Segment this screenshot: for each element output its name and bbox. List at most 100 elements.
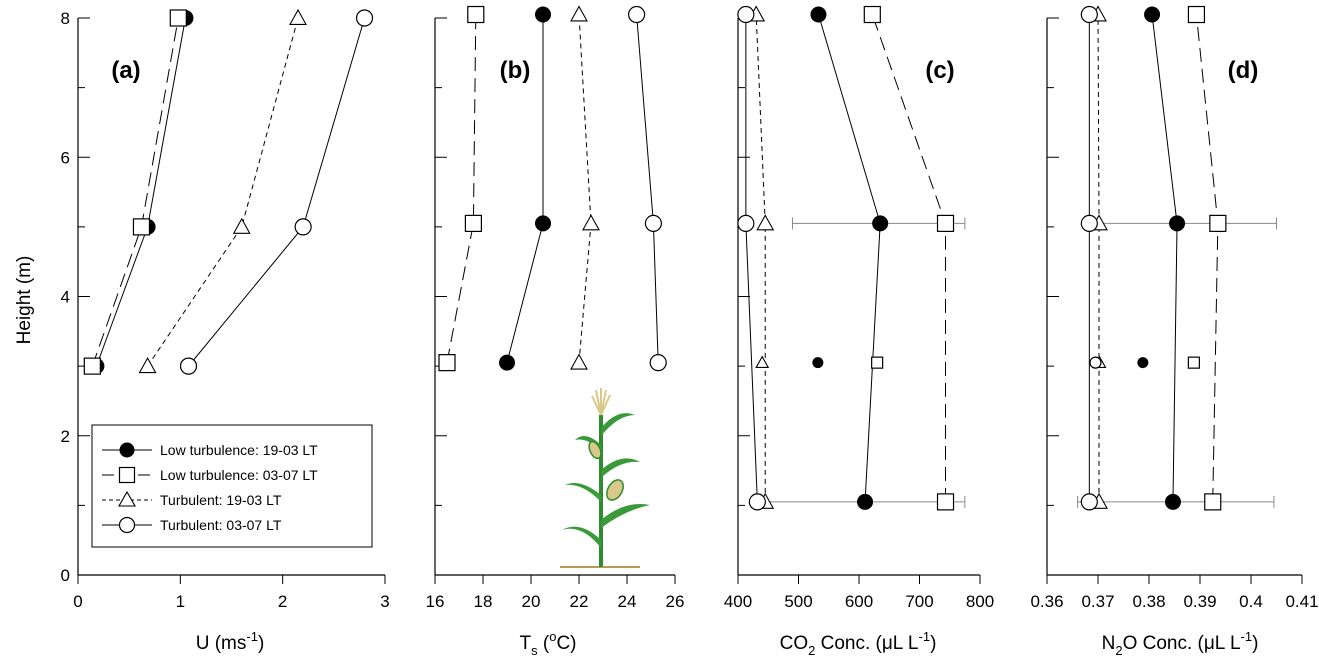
legend-marker-filled-circle [119, 442, 135, 458]
data-point [289, 8, 307, 25]
x-tick-label: 1 [176, 592, 185, 611]
series-line [1195, 14, 1219, 502]
series-line [188, 17, 366, 367]
x-tick-label: 3 [380, 592, 389, 611]
series-line [817, 14, 881, 502]
x-tick-label: 0.4 [1239, 592, 1263, 611]
series-line [636, 14, 659, 363]
maize-ear [606, 479, 624, 501]
x-tick-label: 800 [966, 592, 994, 611]
legend: Low turbulence: 19-03 LT Low turbulence:… [91, 424, 373, 548]
series-line [871, 14, 947, 502]
data-point-unconnected [755, 355, 770, 368]
x-tick-label: 18 [474, 592, 493, 611]
data-point [464, 214, 482, 232]
x-tick-label: 0 [73, 592, 82, 611]
y-tick-label: 6 [61, 148, 70, 167]
x-tick-label: 700 [905, 592, 933, 611]
x-axis-title-a: U (ms-1) [196, 629, 265, 654]
data-point [1204, 493, 1222, 511]
series-line [1151, 14, 1178, 502]
maize-plant-icon [560, 388, 650, 568]
data-point [1164, 493, 1181, 510]
maize-leaf [601, 413, 635, 436]
data-point [748, 493, 766, 511]
data-point-unconnected [1089, 356, 1102, 369]
x-tick-label: 0.39 [1183, 592, 1216, 611]
series-line [755, 14, 766, 502]
data-point [810, 6, 827, 23]
data-point [535, 6, 551, 23]
data-point [644, 214, 663, 232]
data-point [627, 5, 646, 24]
x-tick-label: 0.41 [1285, 592, 1318, 611]
data-point [1187, 5, 1206, 24]
data-point-unconnected [812, 357, 824, 369]
legend-label-1: Low turbulence: 03-07 LT [160, 467, 318, 483]
panel-label: (c) [925, 57, 954, 84]
data-point [737, 5, 755, 24]
series-line [578, 14, 592, 363]
x-axis-title-b: Ts (oC) [519, 629, 576, 658]
panel-label: (a) [111, 57, 140, 84]
data-point [232, 217, 251, 234]
legend-marker-open-triangle [118, 490, 136, 507]
x-axis-title-c: CO2 Conc. (μL L-1) [780, 629, 937, 658]
data-point [872, 215, 889, 232]
panel-label: (b) [500, 57, 531, 84]
x-tick-label: 26 [666, 592, 685, 611]
x-axis-title-d: N2O Conc. (μL L-1) [1102, 629, 1259, 658]
data-point [132, 218, 151, 236]
data-point-unconnected [871, 356, 884, 369]
y-tick-label: 2 [61, 427, 70, 446]
legend-label-0: Low turbulence: 19-03 LT [160, 442, 318, 458]
series-line [147, 17, 299, 367]
data-point [649, 354, 667, 372]
data-point [863, 5, 881, 24]
legend-marker-open-square [118, 466, 136, 484]
series-line [95, 17, 186, 367]
legend-label-2: Turbulent: 19-03 LT [160, 492, 282, 508]
data-point [737, 214, 755, 232]
x-tick-label: 16 [426, 592, 445, 611]
y-axis-title: Height (m) [14, 256, 35, 345]
x-tick-label: 400 [724, 592, 752, 611]
data-point [138, 356, 157, 374]
maize-leaf [562, 526, 601, 548]
legend-item-0: Low turbulence: 19-03 LT [102, 442, 318, 458]
series-line [446, 14, 477, 363]
data-point [467, 5, 485, 24]
x-tick-label: 24 [618, 592, 637, 611]
data-point [294, 218, 312, 236]
series-line [1097, 14, 1100, 502]
data-point-unconnected [1137, 357, 1149, 369]
data-point [1144, 6, 1161, 23]
maize-tassel [591, 388, 611, 416]
data-point [1080, 214, 1098, 232]
maize-ear [588, 440, 602, 460]
data-point [582, 214, 600, 231]
y-tick-label: 4 [61, 288, 70, 307]
legend-box [91, 424, 373, 548]
x-tick-label: 0.38 [1132, 592, 1165, 611]
x-tick-label: 20 [522, 592, 541, 611]
data-point [756, 214, 775, 231]
data-point [857, 493, 874, 510]
legend-marker-open-circle [118, 516, 136, 534]
maize-leaf [565, 482, 601, 502]
data-point [438, 354, 456, 372]
data-point [355, 9, 374, 27]
legend-label-3: Turbulent: 03-07 LT [160, 517, 282, 533]
x-tick-label: 0.37 [1081, 592, 1114, 611]
x-tick-label: 500 [784, 592, 812, 611]
data-point [570, 353, 588, 370]
maize-leaf [601, 458, 640, 478]
legend-item-2: Turbulent: 19-03 LT [102, 490, 282, 508]
panel-label: (d) [1228, 57, 1259, 84]
data-point [83, 357, 101, 375]
data-point [179, 357, 198, 375]
data-point [535, 215, 551, 232]
data-point [1080, 493, 1098, 511]
